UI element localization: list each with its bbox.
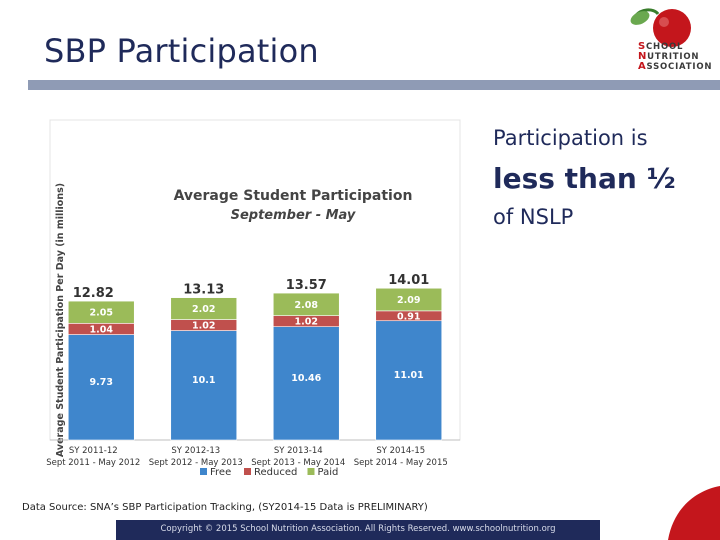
data-label-paid-1: 2.05 — [90, 308, 113, 319]
legend-swatch-free — [200, 468, 207, 475]
data-label-paid-2: 2.02 — [192, 304, 215, 315]
legend-label-free: Free — [210, 467, 231, 478]
data-label-reduced-2: 1.02 — [192, 321, 215, 332]
x-tick-label-3: SY 2013-14 — [274, 446, 323, 456]
total-label-2: 13.13 — [183, 283, 224, 298]
callout-line-3: of NSLP — [493, 205, 574, 229]
x-tick-label-1: SY 2011-12 — [69, 446, 118, 456]
total-label-1: 12.82 — [73, 286, 114, 301]
title-divider — [28, 80, 720, 90]
logo-line-2: UTRITION — [647, 52, 700, 62]
participation-chart: Average Student Participation September -… — [46, 119, 461, 478]
data-label-free-4: 11.01 — [394, 370, 424, 381]
bar-free-1 — [67, 334, 135, 441]
data-label-paid-4: 2.09 — [397, 295, 420, 306]
bar-paid-2 — [170, 297, 238, 320]
data-label-reduced-1: 1.04 — [90, 324, 114, 335]
x-tick-sublabel-3: Sept 2013 - May 2014 — [251, 458, 345, 468]
logo-line-3: SSOCIATION — [646, 62, 713, 72]
total-label-4: 14.01 — [388, 273, 429, 288]
data-label-reduced-3: 1.02 — [295, 317, 318, 328]
bar-paid-1 — [67, 300, 135, 324]
data-label-free-2: 10.1 — [192, 375, 215, 386]
data-label-paid-3: 2.08 — [295, 300, 319, 311]
y-axis-label: Average Student Participation Per Day (i… — [55, 183, 66, 457]
data-label-free-3: 10.46 — [291, 373, 321, 384]
bar-paid-3 — [272, 292, 340, 316]
x-tick-label-2: SY 2012-13 — [171, 446, 220, 456]
legend-label-paid: Paid — [318, 467, 339, 478]
data-label-free-1: 9.73 — [90, 377, 113, 388]
footer-bar: Copyright © 2015 School Nutrition Associ… — [116, 520, 600, 540]
legend-swatch-paid — [307, 468, 315, 475]
x-tick-sublabel-2: Sept 2012 - May 2013 — [149, 458, 243, 468]
copyright-text: Copyright © 2015 School Nutrition Associ… — [160, 524, 556, 534]
x-tick-label-4: SY 2014-15 — [376, 446, 425, 456]
x-tick-sublabel-4: Sept 2014 - May 2015 — [354, 458, 448, 468]
legend-swatch-reduced — [244, 468, 251, 475]
logo-line-1: CHOOL — [646, 42, 684, 52]
bar-paid-4 — [375, 287, 443, 312]
slide-title: SBP Participation — [44, 32, 319, 70]
legend-label-reduced: Reduced — [254, 467, 297, 478]
apple-logo-icon — [630, 8, 691, 47]
participation-callout: Participation is less than ½ of NSLP — [493, 126, 708, 229]
callout-line-2: less than ½ — [493, 162, 676, 195]
corner-decoration-icon — [668, 486, 720, 540]
callout-line-1: Participation is — [493, 126, 648, 150]
bar-free-4 — [375, 320, 443, 441]
data-label-reduced-4: 0.91 — [397, 311, 420, 322]
bar-free-2 — [170, 330, 238, 441]
data-source-note: Data Source: SNA’s SBP Participation Tra… — [22, 502, 428, 513]
organization-logo-text: SCHOOL NUTRITION ASSOCIATION — [638, 41, 713, 73]
chart-title: Average Student Participation — [174, 188, 413, 204]
x-tick-sublabel-1: Sept 2011 - May 2012 — [46, 458, 140, 468]
total-label-3: 13.57 — [286, 278, 327, 293]
bar-free-3 — [272, 326, 340, 441]
chart-subtitle: September - May — [231, 208, 356, 223]
